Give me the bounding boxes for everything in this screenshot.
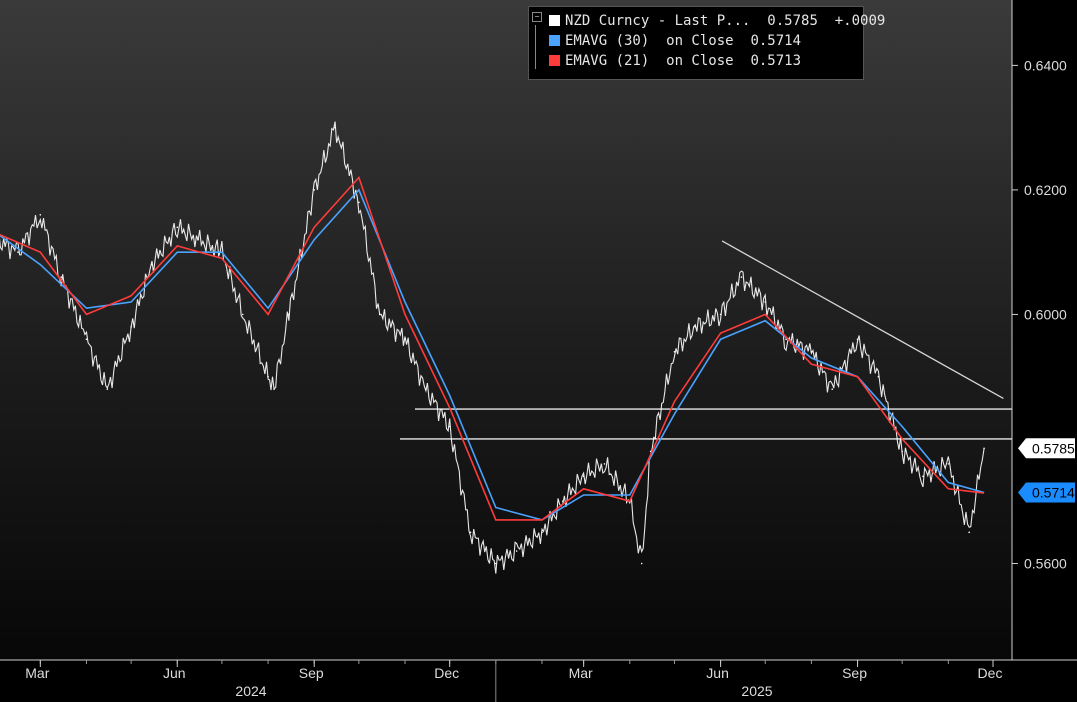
price-point [831,388,834,390]
y-tick-label: 0.6200 [1024,182,1067,198]
x-tick-label: Mar [569,665,593,681]
price-point [649,450,652,453]
legend-row-price: NZD Curncy - Last P... 0.5785 +.0009 [565,13,886,29]
y-tick-label: 0.6400 [1024,57,1067,73]
price-point [130,326,132,328]
price-point [901,450,903,453]
price-point [947,463,950,465]
price-point [267,375,269,378]
price-point [17,251,19,253]
price-point [582,475,585,478]
value-label: 0.5785 [1032,440,1075,456]
price-point [541,531,543,534]
price-point [151,263,153,266]
value-label-box [1018,482,1075,503]
price-point [515,550,518,552]
price-point [719,313,722,316]
x-year-label: 2025 [741,683,772,699]
plot-background [0,0,1012,660]
price-point [197,238,199,241]
price-point [85,338,88,341]
price-point [60,276,62,278]
ema30-series-line [0,188,985,521]
price-point [404,338,406,341]
price-point [694,326,697,328]
price-point [968,531,970,534]
price-point [358,201,360,204]
x-tick-label: Dec [434,665,459,681]
price-point [241,313,244,316]
x-tick-label: Sep [842,665,867,681]
price-point [764,301,767,303]
y-tick-label: 0.5600 [1024,555,1067,571]
x-tick-label: Jun [706,665,729,681]
price-point [425,388,427,390]
collapse-icon[interactable]: − [532,12,542,22]
legend-swatch-ema30 [549,35,560,46]
price-point [288,313,290,316]
price-point [39,214,42,216]
legend-row-ema30: EMAVG (30) on Close 0.5714 [565,33,802,49]
x-tick-label: Jun [163,665,186,681]
x-tick-label: Sep [299,665,324,681]
ema21-series-line [0,175,985,521]
legend: − NZD Curncy - Last P... 0.5785 +.0009 E… [528,6,885,80]
price-point [740,276,743,278]
price-point [877,375,880,378]
legend-row-ema21: EMAVG (21) on Close 0.5713 [565,53,802,69]
price-point [469,531,472,534]
price-point [562,500,564,503]
x-year-label: 2024 [235,683,266,699]
trendline [721,240,1004,400]
price-point [176,226,179,229]
x-tick-label: Mar [25,665,49,681]
legend-tree-line [535,25,548,69]
price-point [785,338,787,341]
price-point [640,562,643,565]
price-series-line [0,121,985,574]
value-label-box [1018,438,1075,459]
price-point [106,388,109,390]
x-tick-label: Dec [978,665,1003,681]
price-point [603,463,606,465]
price-point [856,338,859,341]
price-point [983,447,985,450]
price-point [378,313,381,316]
price-point [448,425,451,428]
price-point [810,350,813,353]
price-point [334,126,336,129]
y-tick-label: 0.6000 [1024,306,1067,322]
value-label: 0.5714 [1032,485,1075,501]
price-point [313,189,316,191]
legend-swatch-ema21 [549,55,560,66]
price-point [495,562,497,565]
price-point [673,350,676,353]
price-point [922,475,924,478]
price-point [273,388,275,390]
legend-swatch-price [549,15,560,26]
